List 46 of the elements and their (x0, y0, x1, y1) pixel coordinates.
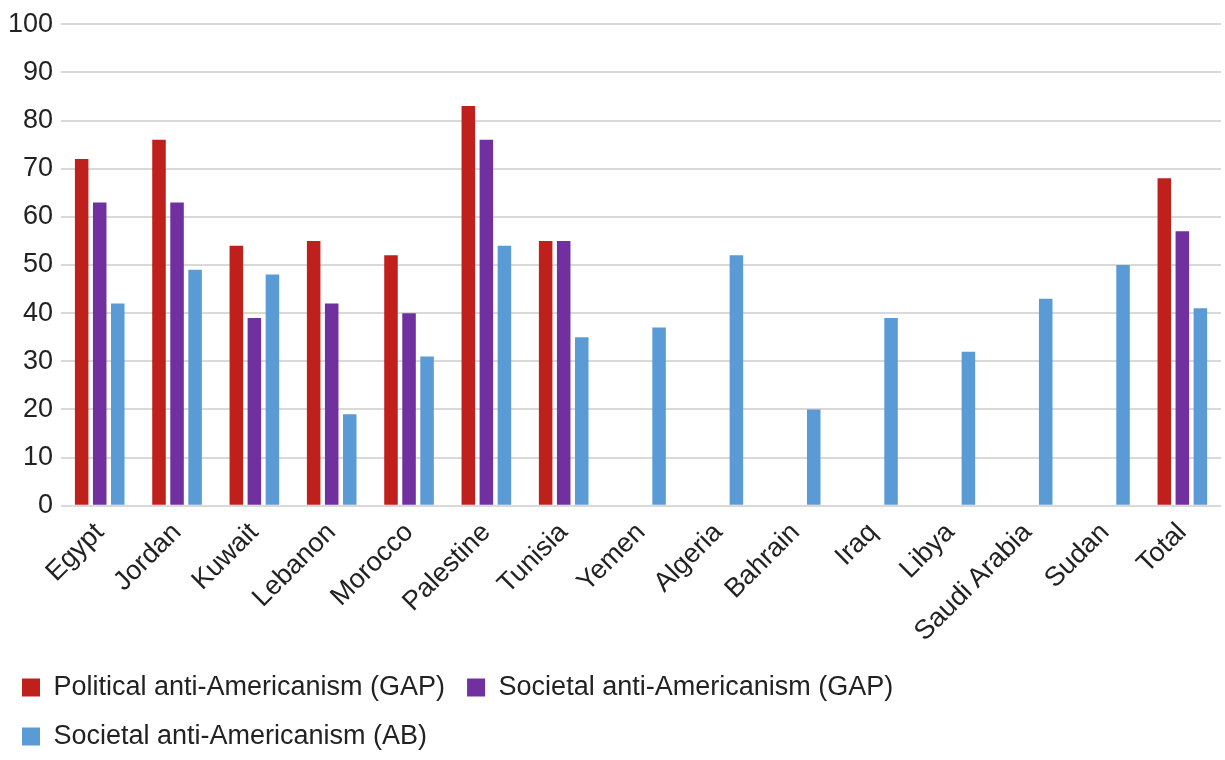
bar (92, 202, 107, 505)
y-tick-label: 90 (23, 55, 54, 86)
bar (1193, 308, 1208, 505)
bar (306, 240, 321, 505)
bar (384, 255, 398, 505)
bar (729, 255, 744, 505)
bar (265, 274, 280, 505)
bar (538, 240, 553, 505)
y-tick-label: 100 (7, 7, 54, 38)
bar (461, 106, 476, 505)
legend-label: Political anti-Americanism (GAP) (53, 670, 446, 701)
y-tick-label: 30 (23, 344, 54, 375)
bar (1157, 178, 1172, 505)
y-tick-label: 0 (38, 489, 54, 520)
bar (1116, 264, 1130, 505)
y-tick-label: 20 (23, 392, 54, 423)
bar (188, 269, 202, 505)
x-tick-label: Iraq (828, 516, 883, 571)
y-tick-label: 10 (23, 441, 54, 472)
bar (152, 139, 166, 505)
y-tick-label: 40 (23, 296, 54, 327)
bar (420, 356, 434, 505)
legend-label: Societal anti-Americanism (AB) (53, 719, 428, 750)
bar (402, 313, 416, 505)
y-tick-label: 70 (23, 152, 54, 183)
y-tick-label: 80 (23, 103, 54, 134)
bar (574, 337, 589, 505)
bar (1038, 298, 1053, 505)
bar (110, 303, 125, 505)
legend-label: Societal anti-Americanism (GAP) (498, 670, 894, 701)
bar (324, 303, 339, 505)
bar (556, 240, 571, 505)
y-tick-label: 60 (23, 200, 54, 231)
bar (170, 202, 184, 505)
y-tick-label: 50 (23, 248, 54, 279)
bar (247, 317, 262, 505)
bar (806, 409, 821, 505)
bar (497, 245, 512, 505)
bar (652, 327, 666, 505)
bar (961, 351, 976, 505)
bar (229, 245, 244, 505)
bar (74, 159, 89, 505)
bar (342, 414, 357, 505)
bar (1175, 231, 1190, 505)
bar (884, 317, 898, 505)
bar (479, 139, 494, 505)
